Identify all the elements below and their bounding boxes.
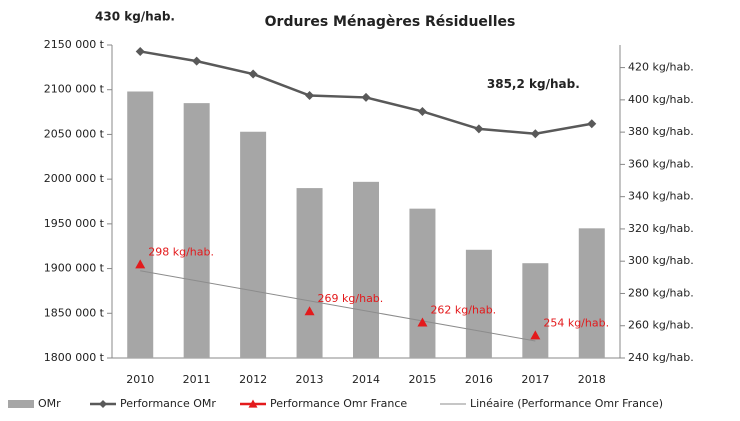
legend-label: Linéaire (Performance Omr France): [470, 397, 663, 410]
x-tick-label: 2015: [408, 373, 436, 386]
marker: [135, 46, 145, 56]
marker: [417, 317, 428, 327]
marker: [530, 129, 540, 139]
y2-tick-label: 420 kg/hab.: [628, 61, 694, 74]
legend-label: OMr: [38, 397, 61, 410]
marker: [248, 69, 258, 79]
bar: [465, 249, 492, 358]
y2-tick-label: 340 kg/hab.: [628, 190, 694, 203]
y-tick-label: 2000 000 t: [44, 172, 105, 185]
y2-tick-label: 400 kg/hab.: [628, 93, 694, 106]
y2-tick-label: 320 kg/hab.: [628, 222, 694, 235]
y2-tick-label: 360 kg/hab.: [628, 157, 694, 170]
marker: [304, 306, 315, 316]
y-tick-label: 2050 000 t: [44, 127, 105, 140]
x-tick-label: 2018: [578, 373, 606, 386]
bar: [353, 181, 379, 358]
bar: [240, 131, 267, 358]
marker: [192, 56, 202, 66]
x-tick-label: 2016: [465, 373, 493, 386]
data-label: 385,2 kg/hab.: [487, 77, 580, 91]
bar: [296, 188, 323, 358]
marker: [305, 90, 315, 100]
x-tick-label: 2017: [521, 373, 549, 386]
y2-tick-label: 280 kg/hab.: [628, 286, 694, 299]
legend-swatch: [99, 400, 107, 408]
marker: [587, 119, 597, 129]
legend-swatch: [8, 400, 34, 408]
chart-title: Ordures Ménagères Résiduelles: [265, 14, 516, 30]
x-tick-label: 2012: [239, 373, 267, 386]
legend-label: Performance OMr: [120, 397, 216, 410]
marker: [417, 106, 427, 116]
bar: [522, 263, 549, 358]
data-label: 262 kg/hab.: [430, 304, 496, 317]
marker: [474, 124, 484, 134]
y2-tick-label: 260 kg/hab.: [628, 319, 694, 332]
legend-swatch: [248, 399, 258, 408]
data-label: 298 kg/hab.: [148, 245, 214, 258]
marker: [135, 259, 146, 269]
legend-label: Performance Omr France: [270, 397, 407, 410]
y-tick-label: 1850 000 t: [44, 306, 105, 319]
trendline: [140, 270, 536, 342]
y-tick-label: 2100 000 t: [44, 83, 105, 96]
y2-tick-label: 300 kg/hab.: [628, 254, 694, 267]
y-tick-label: 1800 000 t: [44, 351, 105, 364]
y-tick-label: 2150 000 t: [44, 38, 105, 51]
x-tick-label: 2013: [296, 373, 324, 386]
data-label: 254 kg/hab.: [543, 316, 609, 329]
x-tick-label: 2010: [126, 373, 154, 386]
data-label: 269 kg/hab.: [318, 292, 384, 305]
y-tick-label: 1950 000 t: [44, 217, 105, 230]
bar: [183, 103, 210, 358]
marker: [361, 92, 371, 102]
x-tick-label: 2011: [183, 373, 211, 386]
marker: [530, 330, 541, 340]
y2-tick-label: 240 kg/hab.: [628, 351, 694, 364]
bar: [409, 208, 436, 358]
data-label: 430 kg/hab.: [95, 10, 175, 24]
x-tick-label: 2014: [352, 373, 380, 386]
bar: [578, 228, 605, 358]
bar: [127, 91, 154, 358]
y-tick-label: 1900 000 t: [44, 262, 105, 275]
y2-tick-label: 380 kg/hab.: [628, 125, 694, 138]
